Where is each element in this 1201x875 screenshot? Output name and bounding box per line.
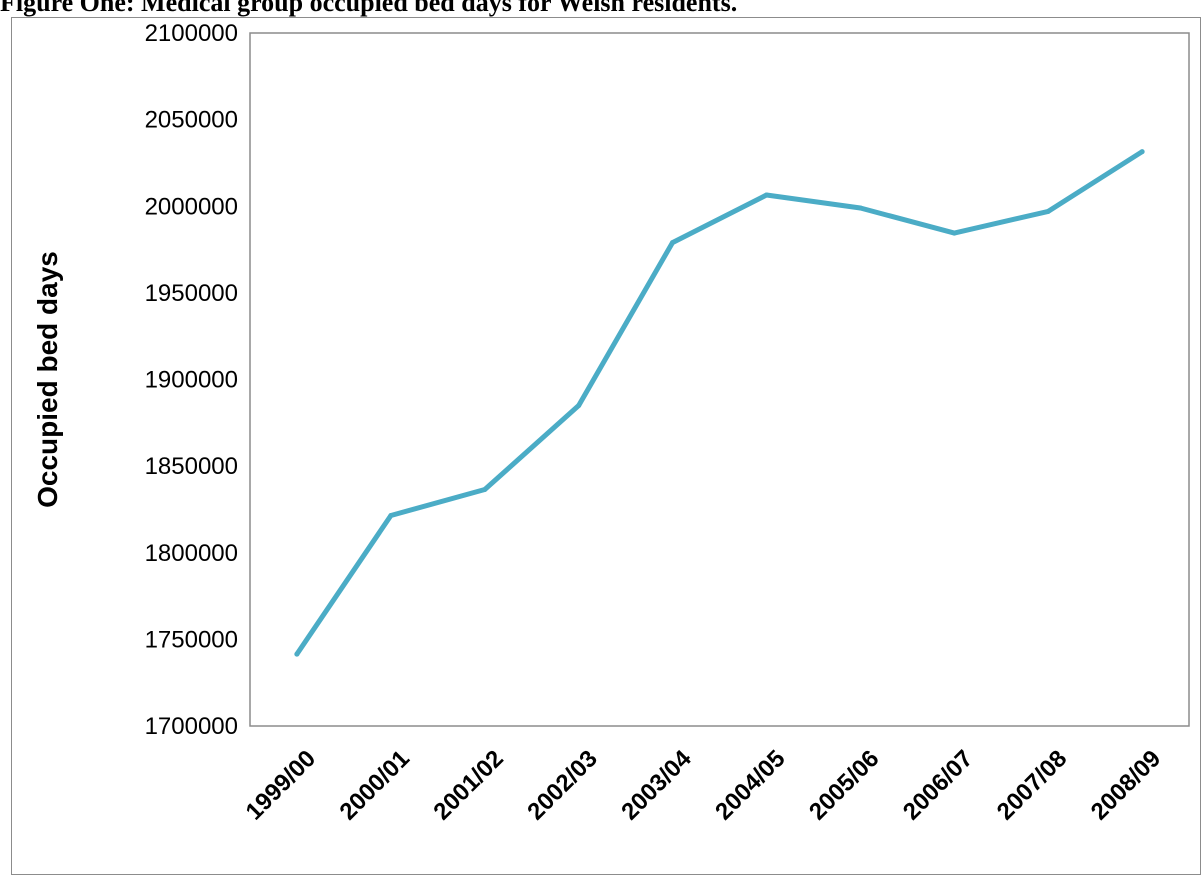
x-tick-label: 2003/04: [616, 745, 697, 826]
y-tick-label: 1700000: [145, 713, 238, 740]
data-point: [951, 230, 957, 236]
page-title: Figure One: Medical group occupied bed d…: [0, 0, 738, 17]
series-points: [294, 149, 1145, 657]
data-point: [764, 192, 769, 198]
y-tick-label: 1750000: [145, 626, 238, 653]
data-point: [294, 651, 300, 657]
x-tick-label: 2008/09: [1086, 745, 1166, 825]
chart-frame: 1700000 1750000 1800000 1850000 1900000 19500…: [11, 17, 1201, 875]
x-tick-label: 2005/06: [804, 745, 884, 825]
y-tick-label: 1950000: [145, 280, 238, 307]
y-tick-label: 2100000: [145, 20, 238, 47]
x-axis-ticks: 1999/00 2000/01 2001/02 2002/03 2003/04 2004/…: [241, 745, 1167, 826]
x-tick-label: 2001/02: [428, 745, 508, 825]
x-tick-label: 2002/03: [522, 745, 602, 825]
y-axis-title: Occupied bed days: [32, 251, 63, 508]
plot-area: [249, 32, 1190, 727]
y-tick-label: 1900000: [145, 367, 238, 394]
y-tick-label: 2000000: [145, 193, 238, 220]
data-point: [482, 487, 488, 492]
line-chart: 1700000 1750000 1800000 1850000 1900000 19500…: [32, 20, 1190, 826]
y-tick-label: 1850000: [145, 453, 238, 480]
data-point: [857, 205, 863, 211]
data-point: [1045, 208, 1051, 214]
data-point: [388, 513, 394, 518]
data-point: [1139, 149, 1145, 155]
series-line: [294, 149, 1145, 657]
data-point: [670, 240, 675, 246]
x-tick-label: 2000/01: [335, 745, 415, 825]
x-tick-label: 1999/00: [241, 745, 321, 825]
data-point: [576, 403, 582, 408]
y-axis-ticks: 1700000 1750000 1800000 1850000 1900000 19500…: [145, 20, 238, 740]
y-tick-label: 1800000: [145, 540, 238, 567]
x-tick-label: 2006/07: [898, 745, 978, 825]
y-tick-label: 2050000: [145, 107, 238, 134]
x-tick-label: 2007/08: [992, 745, 1072, 825]
x-tick-label: 2004/05: [710, 745, 790, 825]
